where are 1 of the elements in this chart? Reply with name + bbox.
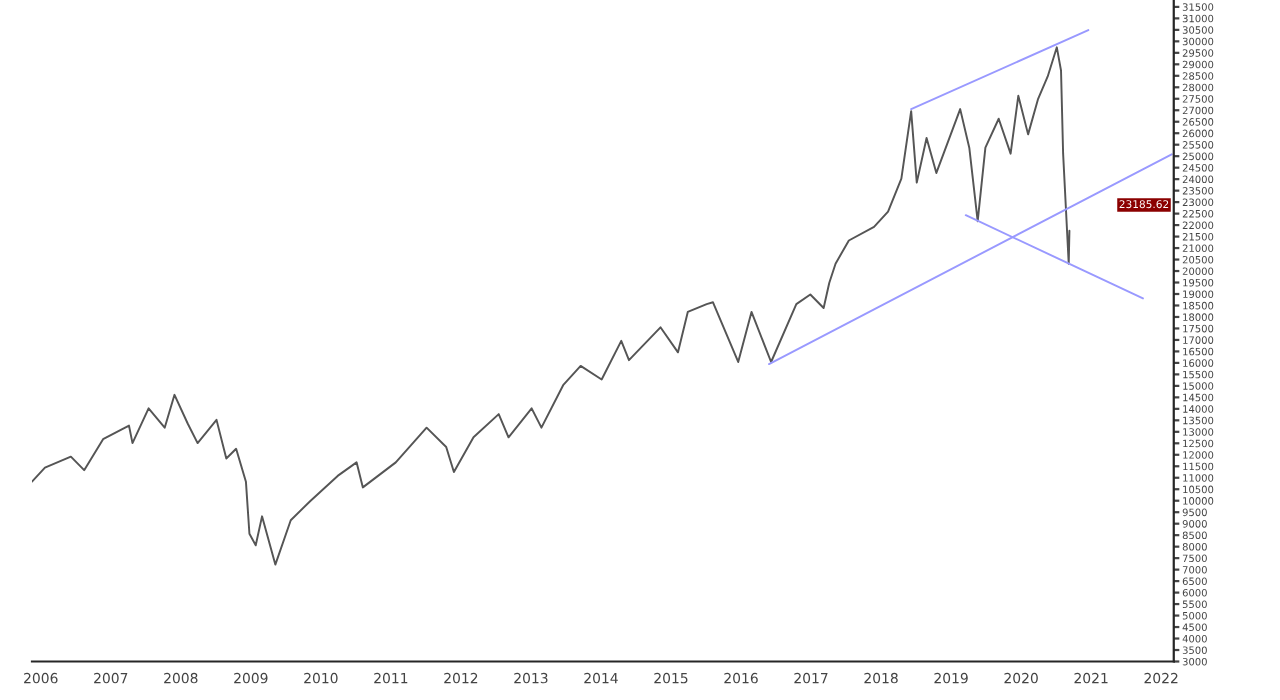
line-series (32, 46, 1071, 566)
